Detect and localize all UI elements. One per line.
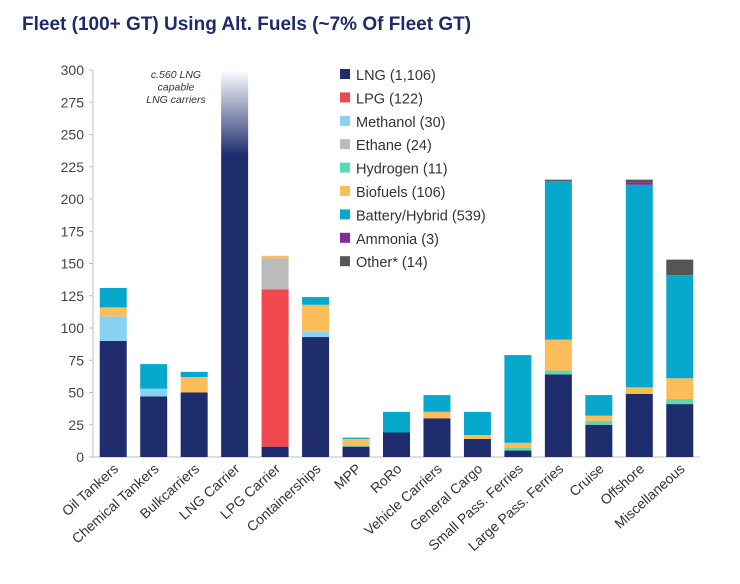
legend-label: Biofuels (106) bbox=[356, 185, 445, 201]
bar-segment-lng bbox=[221, 70, 249, 457]
legend-swatch bbox=[340, 69, 350, 79]
bar-segment-ethane bbox=[261, 258, 289, 290]
bar-segment-battery-hybrid bbox=[180, 371, 208, 378]
y-tick-label: 75 bbox=[68, 352, 84, 368]
bar-segment-battery-hybrid bbox=[463, 411, 491, 436]
legend-swatch bbox=[340, 92, 350, 103]
legend-swatch bbox=[340, 256, 350, 267]
y-tick-label: 150 bbox=[61, 256, 85, 272]
x-tick-label: Containerships bbox=[243, 460, 323, 534]
y-tick-label: 225 bbox=[61, 159, 85, 175]
bar-segment-methanol bbox=[302, 331, 330, 338]
bar-segment-lng bbox=[504, 450, 532, 457]
bar-segment-biofuels bbox=[666, 378, 694, 399]
legend-label: LPG (122) bbox=[356, 91, 423, 107]
bar-segment-biofuels bbox=[544, 339, 572, 371]
bar-segment-biofuels bbox=[302, 304, 330, 332]
bar-segment-biofuels bbox=[463, 435, 491, 439]
legend-swatch bbox=[340, 162, 350, 173]
bar-segment-battery-hybrid bbox=[504, 355, 532, 443]
bar-segment-other- bbox=[666, 259, 694, 276]
chart-title: Fleet (100+ GT) Using Alt. Fuels (~7% Of… bbox=[22, 14, 472, 35]
bar-segment-lng bbox=[463, 438, 491, 457]
bar-segment-lng bbox=[140, 396, 168, 457]
annotation-line: LNG carriers bbox=[146, 94, 206, 106]
bar-segment-lng bbox=[544, 374, 572, 457]
bar-segment-lng bbox=[261, 446, 289, 457]
y-tick-label: 125 bbox=[61, 288, 85, 304]
bar-segment-hydrogen bbox=[504, 447, 532, 451]
y-tick-label: 300 bbox=[61, 62, 85, 78]
x-tick-label: Miscellaneous bbox=[611, 460, 688, 531]
bar-segment-lng bbox=[383, 432, 410, 457]
bar-segment-lng bbox=[666, 404, 694, 457]
legend-label: LNG (1,106) bbox=[356, 68, 436, 84]
bar-segment-biofuels bbox=[261, 255, 289, 259]
bar-segment-battery-hybrid bbox=[666, 275, 694, 379]
bar-segment-lng bbox=[342, 446, 370, 457]
y-tick-label: 275 bbox=[61, 94, 85, 110]
bar-segment-battery-hybrid bbox=[383, 411, 410, 433]
bar-segment-lng bbox=[302, 337, 330, 457]
bar-segment-battery-hybrid bbox=[99, 288, 127, 308]
bar-segment-battery-hybrid bbox=[140, 364, 168, 389]
bar-segment-methanol bbox=[99, 316, 127, 341]
bar-segment-lng bbox=[99, 340, 127, 457]
legend-swatch bbox=[340, 139, 350, 150]
annotation-line: c.560 LNG bbox=[151, 69, 201, 81]
legend-label: Other* (14) bbox=[356, 255, 428, 271]
bar-segment-lng bbox=[423, 418, 451, 457]
bar-segment-biofuels bbox=[423, 411, 451, 419]
bar-segment-biofuels bbox=[504, 442, 532, 448]
bar-segment-battery-hybrid bbox=[342, 437, 370, 439]
bar-segment-biofuels bbox=[180, 377, 208, 393]
bar-segment-hydrogen bbox=[666, 398, 694, 405]
legend-swatch bbox=[340, 186, 350, 196]
bar-segment-other- bbox=[625, 179, 653, 183]
bar-segment-biofuels bbox=[342, 438, 370, 446]
y-tick-label: 0 bbox=[76, 449, 84, 465]
bar-segment-lng bbox=[585, 424, 613, 457]
bar-segment-lpg bbox=[261, 289, 289, 447]
y-tick-label: 100 bbox=[61, 320, 85, 336]
y-tick-label: 250 bbox=[61, 127, 85, 143]
bar-segment-biofuels bbox=[585, 415, 613, 421]
bar-segment-hydrogen bbox=[342, 445, 370, 447]
bar-segment-battery-hybrid bbox=[544, 180, 572, 340]
bar-segment-ammonia bbox=[625, 182, 653, 185]
legend-label: Methanol (30) bbox=[356, 115, 445, 131]
legend-label: Ammonia (3) bbox=[356, 232, 439, 248]
bar-segment-battery-hybrid bbox=[585, 395, 613, 416]
bar-segment-battery-hybrid bbox=[423, 395, 451, 412]
y-tick-label: 25 bbox=[68, 417, 84, 433]
y-tick-label: 50 bbox=[68, 385, 84, 401]
bar-segment-other- bbox=[544, 179, 572, 181]
annotation-line: capable bbox=[158, 82, 195, 94]
bar-segment-lng bbox=[625, 393, 653, 457]
legend-swatch bbox=[340, 209, 350, 220]
legend-label: Ethane (24) bbox=[356, 138, 432, 154]
bar-segment-biofuels bbox=[625, 387, 653, 394]
y-tick-label: 175 bbox=[61, 223, 85, 239]
x-tick-label: MPP bbox=[331, 460, 364, 492]
legend-swatch bbox=[340, 115, 350, 126]
bar-segment-hydrogen bbox=[544, 370, 572, 375]
legend-label: Hydrogen (11) bbox=[356, 162, 448, 178]
bar-segment-lng bbox=[180, 392, 208, 457]
bar-segment-battery-hybrid bbox=[625, 184, 653, 388]
bar-segment-biofuels bbox=[99, 307, 127, 317]
bar-segment-battery-hybrid bbox=[302, 297, 330, 305]
legend-swatch bbox=[340, 232, 350, 243]
bar-segment-methanol bbox=[140, 388, 168, 397]
bar-segment-hydrogen bbox=[585, 420, 613, 425]
legend-label: Battery/Hybrid (539) bbox=[356, 208, 486, 224]
y-tick-label: 200 bbox=[61, 191, 85, 207]
